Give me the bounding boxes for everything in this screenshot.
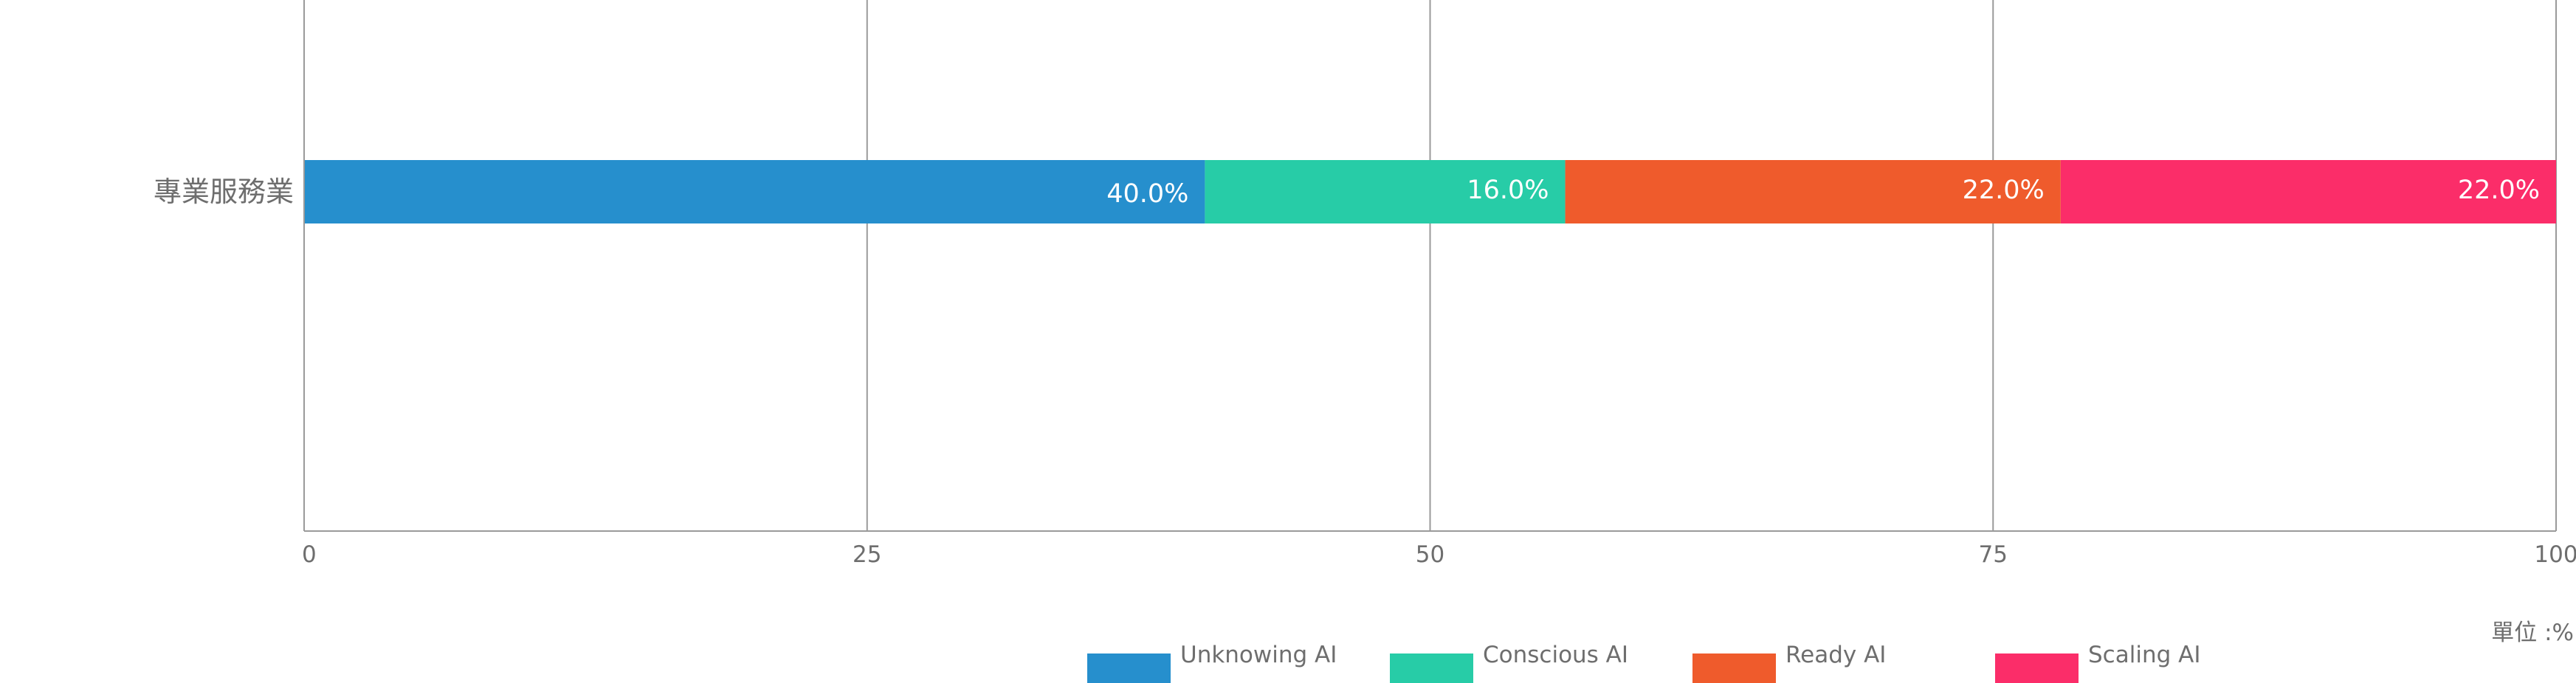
unit-label: 單位 :% (2491, 620, 2574, 646)
legend-item[interactable]: Conscious AI (1390, 642, 1628, 683)
legend-swatch (1995, 653, 2079, 683)
bar-segments (304, 160, 2556, 223)
x-tick-label: 0 (302, 541, 317, 568)
legend-item[interactable]: Scaling AI (1995, 642, 2200, 683)
legend-swatch (1390, 653, 1473, 683)
axes: 0 25 50 75 100 專業服務業 (154, 0, 2576, 568)
x-tick-label: 75 (1979, 541, 2008, 568)
bar-segment-unknowing-ai (304, 160, 1205, 223)
legend-label: Ready AI (1785, 642, 1887, 668)
grid-lines (866, 0, 2557, 531)
data-label: 22.0% (2458, 176, 2540, 205)
bar-segment-scaling-ai (2060, 160, 2556, 223)
legend-label: Unknowing AI (1180, 642, 1337, 668)
legend-label: Scaling AI (2088, 642, 2201, 668)
category-label: 專業服務業 (154, 176, 294, 208)
data-labels: 40.0% 16.0% 22.0% 22.0% (1106, 176, 2540, 209)
legend: Unknowing AI Conscious AI Ready AI Scaling … (0, 639, 2576, 683)
data-label: 22.0% (1963, 176, 2045, 205)
data-label: 40.0% (1106, 179, 1188, 209)
legend-item[interactable]: Ready AI (1692, 642, 1886, 683)
x-tick-label: 100 (2534, 541, 2576, 568)
legend-swatch (1692, 653, 1776, 683)
bar-segment-ready-ai (1565, 160, 2061, 223)
legend-label: Conscious AI (1483, 642, 1629, 668)
legend-item[interactable]: Unknowing AI (1087, 642, 1337, 683)
bar-segment-conscious-ai (1205, 160, 1566, 223)
x-tick-label: 50 (1416, 541, 1444, 568)
x-tick-label: 25 (853, 541, 881, 568)
data-label: 16.0% (1467, 176, 1549, 205)
legend-swatch (1087, 653, 1171, 683)
